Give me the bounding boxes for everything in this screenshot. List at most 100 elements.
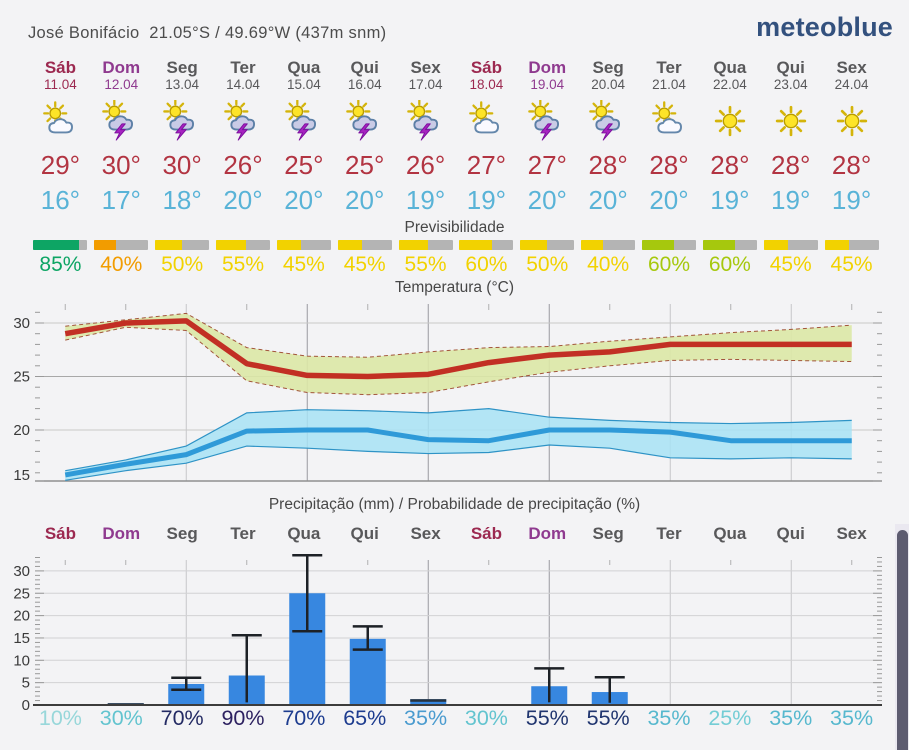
day-name: Ter: [230, 58, 256, 77]
precipitation-chart-title: Precipitação (mm) / Probabilidade de pre…: [268, 496, 641, 513]
predictability-percent-1: 85%: [39, 253, 82, 276]
high-temp-3: 30°: [162, 150, 202, 180]
min-temp-line: [64, 427, 852, 478]
day-column-3[interactable]: Seg 13.04: [152, 58, 213, 96]
low-temp-12: 19°: [710, 185, 750, 215]
predictability-bar-5: [273, 240, 334, 251]
day-column-1[interactable]: Sáb 11.04: [30, 58, 91, 96]
thunderstorm-icon: [224, 99, 256, 141]
partly-cloudy-icon: [652, 101, 682, 134]
max-temp-band: [65, 313, 852, 395]
predictability-percent-6: 45%: [343, 253, 386, 276]
predictability-bar-13: [760, 240, 821, 251]
precip-probability-9: 55%: [525, 706, 569, 730]
precip-probability-14: 35%: [830, 706, 874, 730]
predictability-bar-10: [578, 240, 639, 251]
day-column-2[interactable]: Dom 12.04: [91, 58, 152, 96]
location-name: José Bonifácio: [28, 24, 140, 42]
predictability-bar-1: [30, 240, 91, 251]
precip-probability-3: 70%: [160, 706, 204, 730]
day-name: Qua: [713, 58, 747, 77]
high-temp-4: 26°: [223, 150, 263, 180]
day-column-11[interactable]: Ter 21.04: [639, 58, 700, 96]
predictability-bar-4: [213, 240, 274, 251]
precip-probability-10: 55%: [586, 706, 630, 730]
day-column-13[interactable]: Qui 23.04: [760, 58, 821, 96]
day-name: Sáb: [470, 58, 503, 77]
high-temp-9: 27°: [527, 150, 567, 180]
day-column-6[interactable]: Qui 16.04: [334, 58, 395, 96]
high-temp-row: 29° 30° 30° 26° 25° 25° 26° 27° 27° 28° 28° 28° 28° 2…: [30, 149, 882, 181]
svg-text:0: 0: [22, 697, 30, 714]
precip-bar-7: [410, 699, 447, 705]
max-temp-line: [64, 318, 852, 380]
day-name: Sex: [836, 58, 867, 77]
precip-probability-2: 30%: [99, 706, 143, 730]
weather-icon-cell-13: [760, 100, 821, 147]
predictability-percent-12: 60%: [708, 253, 751, 276]
precip-day-1: Sáb: [44, 524, 77, 543]
day-column-5[interactable]: Qua 15.04: [273, 58, 334, 96]
predictability-bar-9: [517, 240, 578, 251]
scrollbar-thumb[interactable]: [896, 530, 908, 750]
thunderstorm-icon: [589, 99, 621, 141]
predictability-bar-6: [334, 240, 395, 251]
precip-day-5: Qua: [287, 524, 321, 543]
thunderstorm-icon: [102, 99, 134, 141]
partly-cloudy-icon: [43, 101, 74, 134]
predictability-bar-12: [699, 240, 760, 251]
precip-day-2: Dom: [102, 524, 141, 543]
predictability-percent-3: 50%: [161, 253, 204, 276]
weather-icon-cell-10: [578, 99, 639, 147]
day-date: 21.04: [652, 77, 686, 92]
svg-text:25: 25: [13, 369, 30, 386]
day-column-12[interactable]: Qua 22.04: [699, 58, 760, 96]
day-date: 12.04: [104, 77, 139, 92]
day-name: Sex: [410, 58, 441, 77]
svg-text:5: 5: [22, 675, 30, 692]
weather-icon-cell-8: [456, 100, 517, 147]
day-name: Qui: [776, 58, 805, 77]
day-column-7[interactable]: Sex 17.04: [395, 58, 456, 96]
svg-text:20: 20: [13, 422, 30, 439]
weather-icon-cell-3: [152, 99, 213, 147]
day-date: 24.04: [834, 77, 869, 92]
sunny-icon: [714, 105, 746, 137]
day-name: Seg: [592, 58, 624, 77]
precip-probability-8: 30%: [464, 706, 508, 730]
precip-probability-6: 65%: [343, 706, 387, 730]
low-temp-7: 19°: [405, 185, 446, 215]
high-temp-5: 25°: [284, 150, 324, 180]
weather-icon-cell-2: [91, 99, 152, 147]
precip-probability-4: 90%: [221, 706, 265, 730]
meteoblue-logo[interactable]: meteoblue: [756, 12, 893, 42]
precip-probability-7: 35%: [404, 706, 448, 730]
precip-day-4: Ter: [230, 524, 256, 543]
thunderstorm-icon: [345, 99, 377, 141]
predictability-percent-9: 50%: [526, 253, 569, 276]
day-date: 18.04: [469, 77, 504, 92]
day-column-10[interactable]: Seg 20.04: [578, 58, 639, 96]
high-temp-12: 28°: [710, 150, 750, 180]
day-column-9[interactable]: Dom 19.04: [517, 58, 578, 96]
day-name: Seg: [166, 58, 198, 77]
predictability-percent-8: 60%: [465, 253, 508, 276]
predictability-percent-7: 55%: [404, 253, 447, 276]
svg-text:20: 20: [13, 608, 30, 625]
weather-icon-row: [30, 99, 882, 147]
weather-icon-cell-11: [639, 100, 700, 147]
predictability-bar-3: [152, 240, 213, 251]
predictability-percent-2: 40%: [100, 253, 143, 276]
day-column-14[interactable]: Sex 24.04: [821, 58, 882, 96]
low-temp-14: 19°: [831, 185, 872, 215]
predictability-bar-7: [395, 240, 456, 251]
day-column-8[interactable]: Sáb 18.04: [456, 58, 517, 96]
low-temp-8: 19°: [466, 185, 507, 215]
day-date: 22.04: [712, 77, 747, 92]
day-date: 23.04: [773, 77, 808, 92]
low-temp-13: 19°: [771, 185, 811, 215]
day-column-4[interactable]: Ter 14.04: [213, 58, 274, 96]
thunderstorm-icon: [285, 99, 316, 141]
high-temp-6: 25°: [345, 150, 385, 180]
day-date: 15.04: [286, 77, 321, 92]
